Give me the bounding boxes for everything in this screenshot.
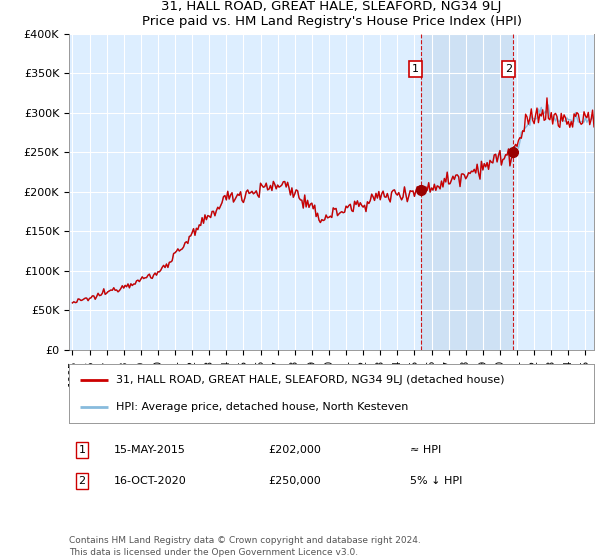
Text: 2: 2 [505,64,512,74]
Text: ≈ HPI: ≈ HPI [410,445,442,455]
Text: £250,000: £250,000 [269,476,321,486]
Text: 15-MAY-2015: 15-MAY-2015 [113,445,185,455]
Text: £202,000: £202,000 [269,445,322,455]
Text: 1: 1 [412,64,419,74]
Bar [421,34,514,350]
Text: 31, HALL ROAD, GREAT HALE, SLEAFORD, NG34 9LJ (detached house): 31, HALL ROAD, GREAT HALE, SLEAFORD, NG3… [116,375,505,385]
Text: 1: 1 [79,445,86,455]
Text: 2: 2 [79,476,86,486]
Text: 16-OCT-2020: 16-OCT-2020 [113,476,187,486]
Title: 31, HALL ROAD, GREAT HALE, SLEAFORD, NG34 9LJ
Price paid vs. HM Land Registry's : 31, HALL ROAD, GREAT HALE, SLEAFORD, NG3… [142,0,521,28]
Text: 5% ↓ HPI: 5% ↓ HPI [410,476,463,486]
Text: Contains HM Land Registry data © Crown copyright and database right 2024.
This d: Contains HM Land Registry data © Crown c… [69,536,421,557]
Text: HPI: Average price, detached house, North Kesteven: HPI: Average price, detached house, Nort… [116,402,409,412]
